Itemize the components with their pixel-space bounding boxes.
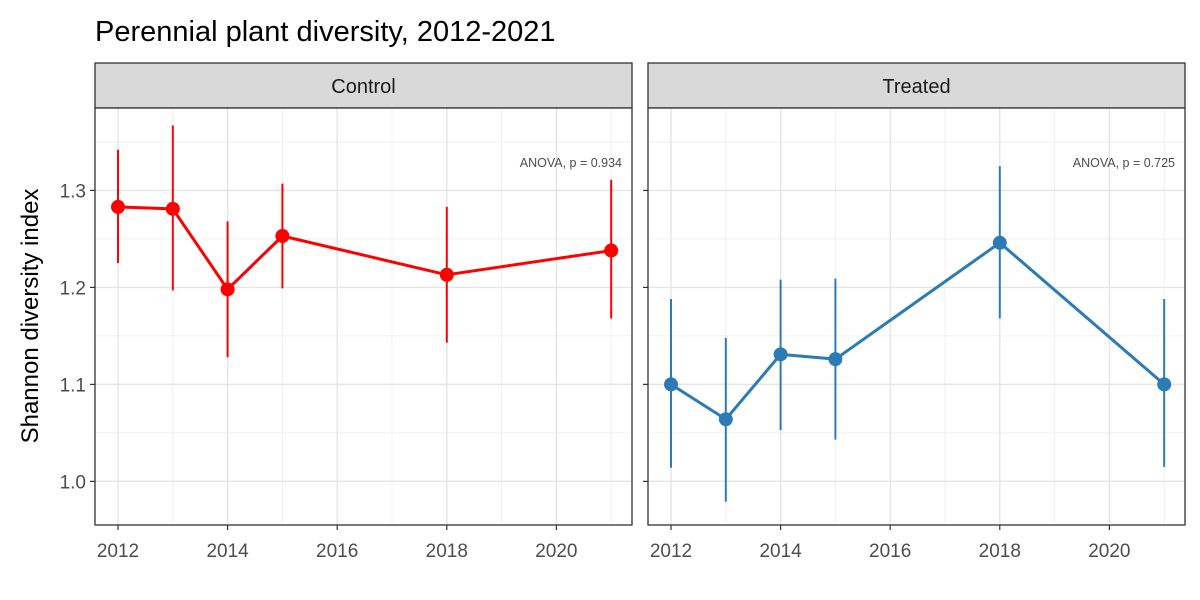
y-tick-label: 1.2 xyxy=(60,278,86,299)
y-tick-label: 1.0 xyxy=(60,472,86,493)
panel-border xyxy=(94,107,633,526)
x-tick-label: 2016 xyxy=(869,541,911,562)
x-tick-label: 2014 xyxy=(206,541,249,562)
data-point xyxy=(664,377,679,392)
facet-strip-label: Control xyxy=(331,76,395,98)
data-point xyxy=(165,201,180,216)
facet-panels: Control 2012 2014 2016 2018 2020 1.0 1.1 1.2 1.3 A… xyxy=(60,62,1186,562)
x-tick-label: 2020 xyxy=(535,541,577,562)
data-point xyxy=(111,199,126,214)
facet-strip xyxy=(647,62,1186,109)
facet-strip xyxy=(94,62,633,109)
data-point xyxy=(773,347,788,362)
chart-title: Perennial plant diversity, 2012-2021 xyxy=(95,16,556,48)
data-point xyxy=(992,235,1007,250)
y-tick-label: 1.1 xyxy=(60,375,86,396)
anova-annotation: ANOVA, p = 0.934 xyxy=(520,156,622,170)
y-tick-label: 1.3 xyxy=(60,181,86,202)
plot-background xyxy=(95,108,632,525)
data-point xyxy=(718,412,733,427)
x-tick-label: 2012 xyxy=(650,541,692,562)
series-line xyxy=(117,205,612,291)
series-line xyxy=(670,241,1166,421)
data-point xyxy=(604,243,619,258)
data-point xyxy=(828,352,843,367)
plot-background xyxy=(648,108,1185,525)
anova-annotation: ANOVA, p = 0.725 xyxy=(1073,156,1175,170)
facet-panel-treated: Treated 2012 2014 2016 2018 2020 ANOVA, p = 0.… xyxy=(643,62,1186,562)
data-point xyxy=(1157,377,1172,392)
x-tick-label: 2014 xyxy=(759,541,802,562)
x-tick-label: 2012 xyxy=(97,541,139,562)
x-tick-label: 2018 xyxy=(426,541,468,562)
x-tick-label: 2018 xyxy=(979,541,1021,562)
x-tick-label: 2016 xyxy=(316,541,358,562)
facet-panel-control: Control 2012 2014 2016 2018 2020 1.0 1.1 1.2 1.3 A… xyxy=(60,62,633,562)
x-tick-label: 2020 xyxy=(1088,541,1130,562)
data-point xyxy=(220,282,235,297)
data-point xyxy=(439,267,454,282)
facet-strip-label: Treated xyxy=(882,76,950,98)
y-axis-label: Shannon diversity index xyxy=(17,189,44,444)
data-point xyxy=(275,229,290,244)
panel-border xyxy=(647,107,1186,526)
